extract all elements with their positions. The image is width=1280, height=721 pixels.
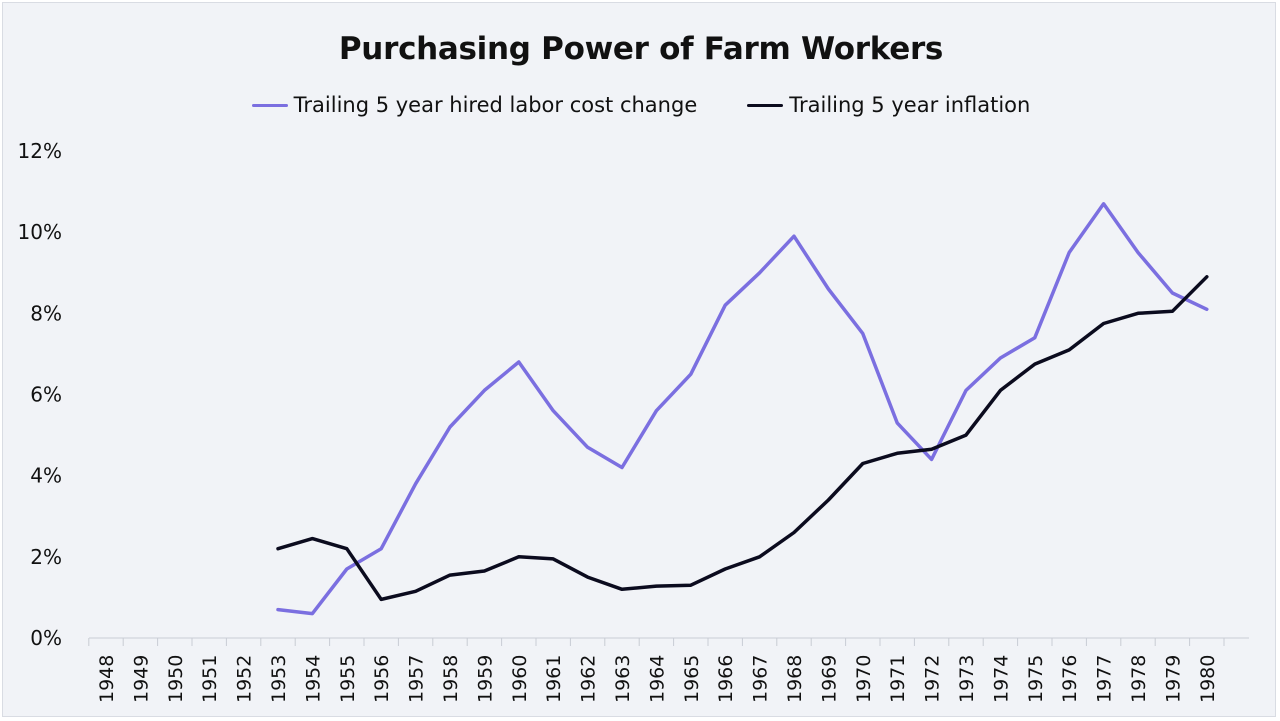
legend-label-labor: Trailing 5 year hired labor cost change [293,93,698,117]
x-tick-label: 1968 [784,655,806,703]
x-tick-label: 1960 [509,655,531,703]
x-axis: 1948 1949 1950 1951 1952 1953 1954 1955 1956 1957… [88,637,1249,703]
y-tick-label: 4% [30,464,62,488]
x-tick-label: 1951 [199,655,221,703]
x-tick-label: 1978 [1128,655,1150,703]
x-tick-label: 1949 [130,655,152,703]
x-tick-label: 1963 [612,655,634,703]
x-tick-label: 1950 [165,655,187,703]
x-tick-label: 1954 [302,655,324,703]
x-tick-label: 1962 [578,655,600,703]
legend-item-labor: Trailing 5 year hired labor cost change [251,93,698,117]
line-chart: 0% 2% 4% 6% 8% 10% 12% 1948 1949 1950 1951 1952 195… [18,139,1249,703]
y-axis: 0% 2% 4% 6% 8% 10% 12% [18,139,62,650]
y-tick-label: 10% [18,220,62,244]
y-tick-label: 8% [30,301,62,325]
x-tick-label: 1976 [1059,655,1081,703]
x-tick-label: 1955 [337,655,359,703]
x-tick-label: 1956 [371,655,393,703]
legend-item-inflation: Trailing 5 year inflation [747,93,1030,117]
legend-label-inflation: Trailing 5 year inflation [789,93,1031,117]
x-tick-label: 1974 [990,655,1012,703]
legend-swatch-inflation [747,103,784,107]
x-tick-label: 1958 [440,655,462,703]
x-tick-label: 1957 [406,655,428,703]
x-tick-label: 1953 [268,655,290,703]
x-tick-label: 1952 [234,655,256,703]
chart-title: Purchasing Power of Farm Workers [338,31,944,67]
series-line-labor-cost [276,202,1209,616]
y-tick-label: 6% [30,383,62,407]
x-tick-label: 1977 [1094,655,1116,703]
y-tick-label: 2% [30,545,62,569]
x-tick-label: 1972 [922,655,944,703]
x-tick-label: 1965 [681,655,703,703]
x-tick-label: 1970 [853,655,875,703]
x-tick-label: 1969 [818,655,840,703]
series-layer [276,202,1209,616]
x-tick-label: 1967 [750,655,772,703]
series-line-inflation [276,275,1209,602]
legend-swatch-labor [251,103,288,107]
x-tick-label: 1979 [1162,655,1184,703]
y-tick-label: 12% [18,139,62,163]
x-tick-label: 1971 [887,655,909,703]
x-tick-label: 1948 [96,655,118,703]
y-tick-label: 0% [30,626,62,650]
x-tick-label: 1975 [1025,655,1047,703]
x-tick-label: 1959 [474,655,496,703]
x-tick-label: 1964 [646,655,668,703]
x-tick-label: 1966 [715,655,737,703]
legend: Trailing 5 year hired labor cost change … [3,93,1279,117]
x-tick-label: 1980 [1197,655,1219,703]
x-tick-label: 1961 [543,655,565,703]
x-tick-label: 1973 [956,655,978,703]
